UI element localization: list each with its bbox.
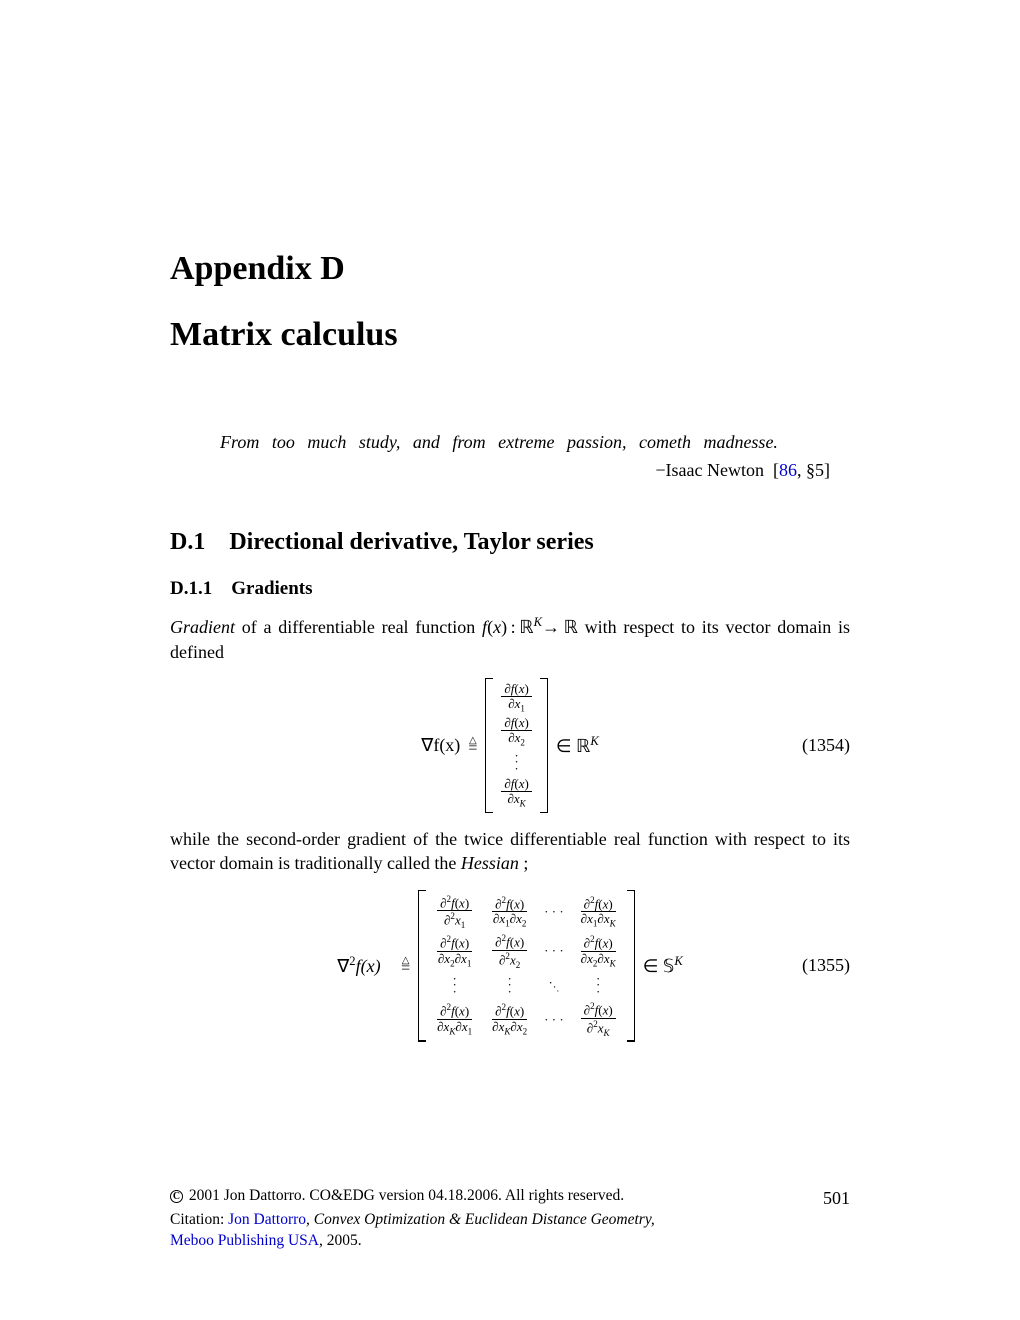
term-gradient: Gradient xyxy=(170,617,235,637)
equation-number: (1355) xyxy=(802,955,850,976)
citation-title: , Convex Optimization & Euclidean Distan… xyxy=(306,1211,655,1228)
epigraph: From too much study, and from extreme pa… xyxy=(220,430,830,481)
page-footer: C 2001 Jon Dattorro. CO&EDG version 04.1… xyxy=(170,1186,850,1252)
subsection-number: D.1.1 xyxy=(170,578,212,599)
chapter-title: Matrix calculus xyxy=(170,316,850,354)
paragraph-gradient-def: Gradient of a differentiable real functi… xyxy=(170,614,850,664)
equation-number: (1354) xyxy=(802,735,850,756)
citation-label: Citation: xyxy=(170,1211,228,1228)
author-link[interactable]: Jon Dattorro xyxy=(228,1211,306,1228)
paragraph-hessian-def: while the second-order gradient of the t… xyxy=(170,827,850,876)
text-frag: ; xyxy=(519,853,529,873)
quote-text: From too much study, and from extreme pa… xyxy=(220,430,830,454)
eq-lhs: ∇2f(x) xyxy=(337,954,380,977)
gradient-vector: ∂f(x)∂x1 ∂f(x)∂x2 ··· ∂f(x)∂xK xyxy=(485,678,548,813)
eq-lhs: ∇f(x) xyxy=(421,735,460,756)
page-number: 501 xyxy=(823,1186,850,1210)
year-text: , 2005. xyxy=(319,1232,362,1249)
citation-section: , §5] xyxy=(797,460,830,480)
text-frag: of a differentiable real function xyxy=(235,617,482,637)
subsection-heading: D.1.1 Gradients xyxy=(170,578,850,600)
equation-gradient: ∇f(x) △= ∂f(x)∂x1 ∂f(x)∂x2 ··· ∂f(x)∂xK … xyxy=(170,678,850,813)
math-inline: f xyxy=(482,617,487,637)
set-membership: ∈ ℝK xyxy=(556,734,599,757)
section-title: Directional derivative, Taylor series xyxy=(229,529,593,555)
equation-hessian: ∇2f(x) △= ∂2f(x)∂2x1 ∂2f(x)∂x1∂x2 · · · … xyxy=(170,890,850,1042)
quote-author: −Isaac Newton xyxy=(655,460,764,480)
copyright-text: 2001 Jon Dattorro. CO&EDG version 04.18.… xyxy=(185,1187,624,1204)
publisher-link[interactable]: Meboo Publishing USA xyxy=(170,1232,319,1249)
defined-as-symbol: △= xyxy=(401,958,410,974)
section-heading: D.1 Directional derivative, Taylor serie… xyxy=(170,529,850,556)
quote-attribution: −Isaac Newton [86, §5] xyxy=(220,460,830,481)
citation-link[interactable]: 86 xyxy=(779,460,797,480)
term-hessian: Hessian xyxy=(461,853,519,873)
set-membership: ∈ 𝕊K xyxy=(643,954,683,977)
subsection-title: Gradients xyxy=(231,578,312,599)
defined-as-symbol: △= xyxy=(468,738,477,754)
hessian-matrix: ∂2f(x)∂2x1 ∂2f(x)∂x1∂x2 · · · ∂2f(x)∂x1∂… xyxy=(418,890,635,1042)
copyright-icon: C xyxy=(170,1190,183,1203)
chapter-label: Appendix D xyxy=(170,250,850,288)
section-number: D.1 xyxy=(170,529,205,555)
